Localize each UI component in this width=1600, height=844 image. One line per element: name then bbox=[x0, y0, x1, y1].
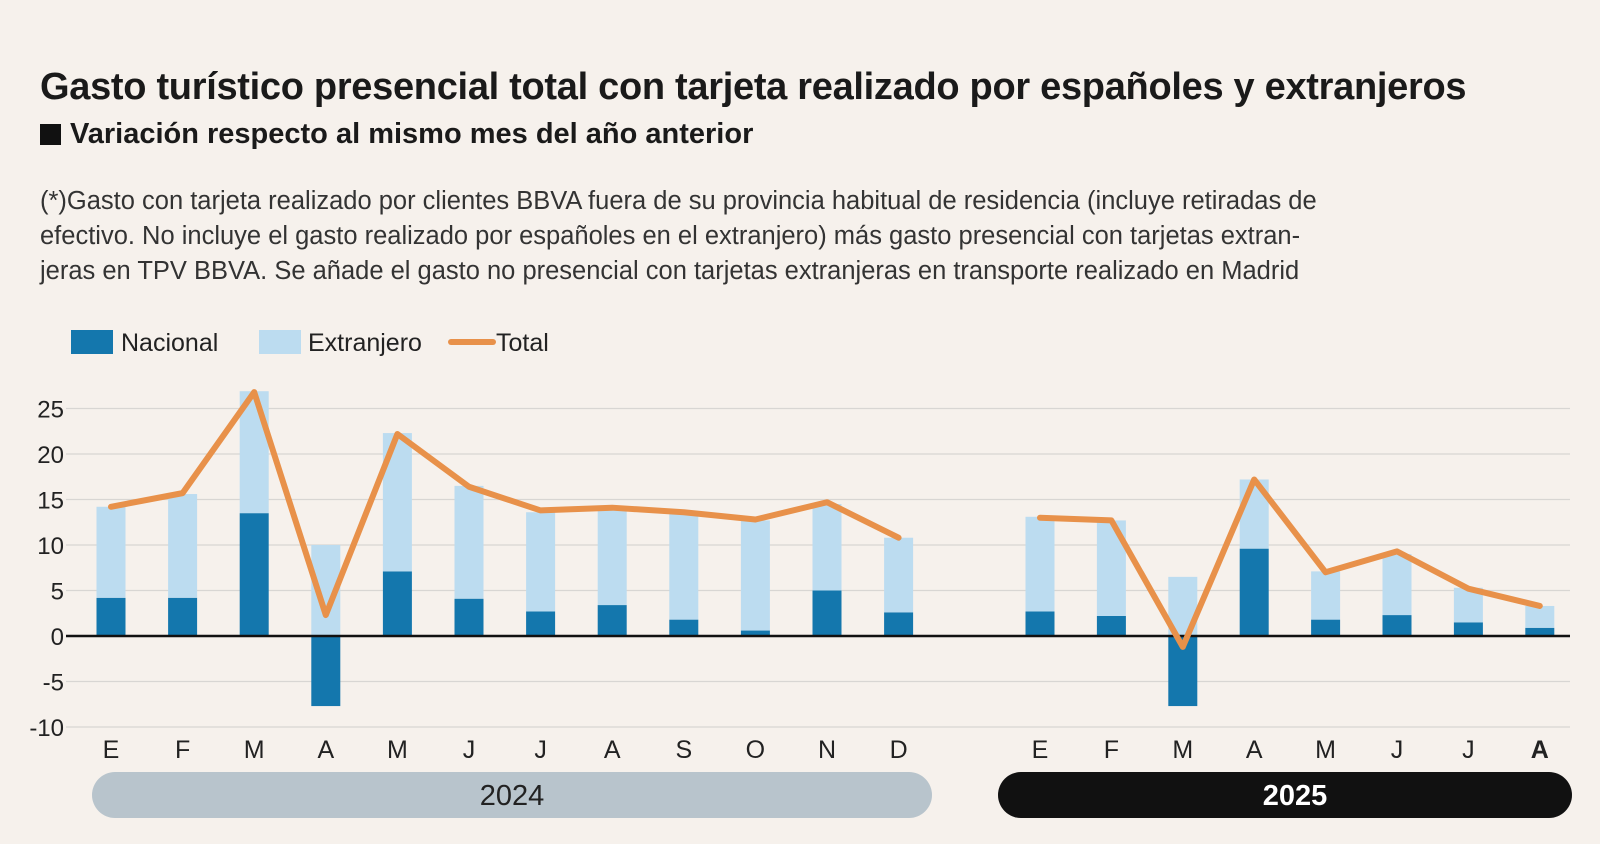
legend-label-total: Total bbox=[496, 329, 549, 357]
x-tick-label: J bbox=[534, 736, 547, 764]
x-tick-label: O bbox=[746, 736, 765, 764]
x-tick-label: M bbox=[244, 736, 265, 764]
bar-extranjero bbox=[669, 514, 699, 620]
bar-extranjero bbox=[884, 537, 914, 613]
bar-extranjero bbox=[1025, 516, 1055, 612]
bar-nacional bbox=[1311, 619, 1341, 636]
x-tick-label: F bbox=[175, 736, 190, 764]
x-tick-label: J bbox=[1462, 736, 1475, 764]
x-tick-label: M bbox=[1315, 736, 1336, 764]
chart-title: Gasto turístico presencial total con tar… bbox=[40, 66, 1467, 108]
note-line: jeras en TPV BBVA. Se añade el gasto no … bbox=[40, 257, 1300, 285]
subtitle-text: Variación respecto al mismo mes del año … bbox=[70, 118, 754, 150]
x-tick-label: D bbox=[890, 736, 908, 764]
legend-label-extranjero: Extranjero bbox=[308, 329, 422, 357]
bar-extranjero bbox=[740, 520, 770, 631]
subtitle-square-icon bbox=[40, 124, 61, 145]
bar-extranjero bbox=[454, 485, 484, 599]
bar-extranjero bbox=[597, 508, 627, 606]
x-tick-label: N bbox=[818, 736, 836, 764]
y-tick-label: 25 bbox=[37, 397, 64, 424]
x-tick-label: E bbox=[1032, 736, 1049, 764]
x-tick-label: M bbox=[1172, 736, 1193, 764]
year-band-2024 bbox=[92, 772, 932, 818]
bar-nacional bbox=[812, 590, 842, 636]
bar-extranjero bbox=[1311, 571, 1341, 620]
bar-nacional bbox=[1382, 615, 1412, 636]
series-line-total-2025 bbox=[1037, 476, 1543, 650]
legend-swatch-nacional bbox=[71, 330, 113, 354]
bar-nacional bbox=[1025, 611, 1055, 636]
year-label-2024: 2024 bbox=[480, 780, 545, 812]
y-tick-label: 5 bbox=[51, 579, 64, 606]
x-tick-label: J bbox=[463, 736, 476, 764]
x-tick-label: F bbox=[1104, 736, 1119, 764]
x-tick-label: E bbox=[103, 736, 120, 764]
x-tick-label: J bbox=[1391, 736, 1404, 764]
bar-nacional bbox=[96, 597, 126, 636]
bar-nacional bbox=[1096, 615, 1126, 636]
bar-extranjero bbox=[526, 512, 556, 612]
note-line: efectivo. No incluye el gasto realizado … bbox=[40, 222, 1301, 250]
year-band-2025 bbox=[998, 772, 1572, 818]
x-tick-label: M bbox=[387, 736, 408, 764]
bar-nacional bbox=[239, 513, 269, 636]
bar-nacional bbox=[311, 636, 341, 707]
chart-note: (*)Gasto con tarjeta realizado por clien… bbox=[40, 184, 1570, 289]
y-tick-label: -10 bbox=[29, 715, 64, 742]
bar-extranjero bbox=[239, 391, 269, 514]
y-tick-label: 10 bbox=[37, 533, 64, 560]
x-tick-label: S bbox=[675, 736, 692, 764]
note-line: (*)Gasto con tarjeta realizado por clien… bbox=[40, 187, 1317, 215]
bar-nacional bbox=[526, 611, 556, 636]
y-tick-label: 0 bbox=[51, 624, 64, 651]
bar-nacional bbox=[454, 598, 484, 636]
bar-nacional bbox=[597, 605, 627, 636]
bar-nacional bbox=[669, 619, 699, 636]
x-tick-label: A bbox=[1246, 736, 1263, 764]
x-tick-label: A bbox=[317, 736, 334, 764]
y-tick-label: -5 bbox=[43, 670, 64, 697]
x-tick-label: A bbox=[604, 736, 621, 764]
x-tick-label: A bbox=[1531, 736, 1549, 764]
bar-extranjero bbox=[96, 506, 126, 598]
bar-extranjero bbox=[168, 494, 198, 598]
bar-nacional bbox=[1453, 622, 1483, 636]
bar-nacional bbox=[740, 630, 770, 636]
bar-nacional bbox=[168, 597, 198, 636]
y-tick-label: 15 bbox=[37, 488, 64, 515]
bar-nacional bbox=[1239, 548, 1269, 636]
series-line-total-2024 bbox=[108, 389, 902, 619]
y-tick-label: 20 bbox=[37, 442, 64, 469]
legend-label-nacional: Nacional bbox=[121, 329, 218, 357]
year-label-2025: 2025 bbox=[1263, 780, 1328, 812]
bar-extranjero bbox=[812, 504, 842, 591]
bar-nacional bbox=[884, 612, 914, 636]
chart-subtitle: Variación respecto al mismo mes del año … bbox=[40, 118, 753, 151]
bar-extranjero bbox=[1525, 605, 1555, 628]
bar-extranjero bbox=[1382, 554, 1412, 616]
bar-nacional bbox=[1525, 627, 1555, 636]
bar-nacional bbox=[382, 571, 412, 636]
legend-swatch-extranjero bbox=[259, 330, 301, 354]
